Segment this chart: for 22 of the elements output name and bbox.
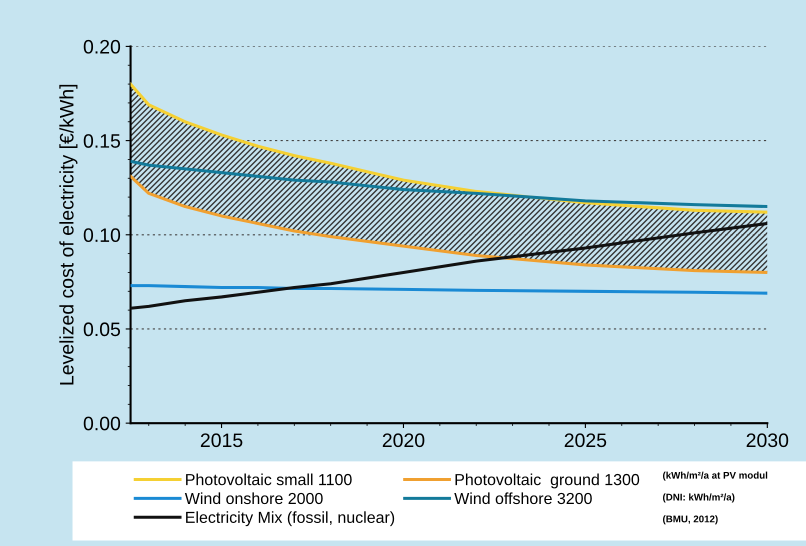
- text: (BMU, 2012): [663, 515, 718, 524]
- x-tick-label: 2020: [382, 433, 424, 448]
- y-axis-title: Levelized cost of electricity [€/kWh]: [59, 84, 78, 384]
- y-tick-label: 0.05: [84, 322, 120, 336]
- line-series: [130, 160, 768, 208]
- line-series: [130, 222, 768, 310]
- x-tick-label: 2025: [564, 433, 606, 448]
- legend-label: Wind offshore 3200: [454, 492, 592, 504]
- y-tick-label: 0.00: [84, 416, 120, 430]
- legend-label: Photovoltaic small 1100: [186, 474, 352, 486]
- x-tick-label: 2015: [200, 433, 242, 448]
- text: (DNI: kWh/m²/a): [663, 493, 734, 502]
- line-series: [130, 174, 768, 274]
- x-tick-label: 2030: [746, 433, 788, 448]
- y-tick-label: 0.15: [84, 134, 120, 148]
- legend-label: Wind onshore 2000: [184, 492, 323, 504]
- y-tick-label: 0.10: [84, 228, 120, 242]
- text: (kWh/m²/a at PV modul: [663, 472, 768, 481]
- legend-label: Photovoltaic ground 1300: [456, 474, 640, 488]
- line-series: [130, 284, 768, 295]
- y-tick-label: 0.20: [84, 40, 120, 54]
- legend-label: Electricity Mix (fossil, nuclear): [186, 511, 394, 526]
